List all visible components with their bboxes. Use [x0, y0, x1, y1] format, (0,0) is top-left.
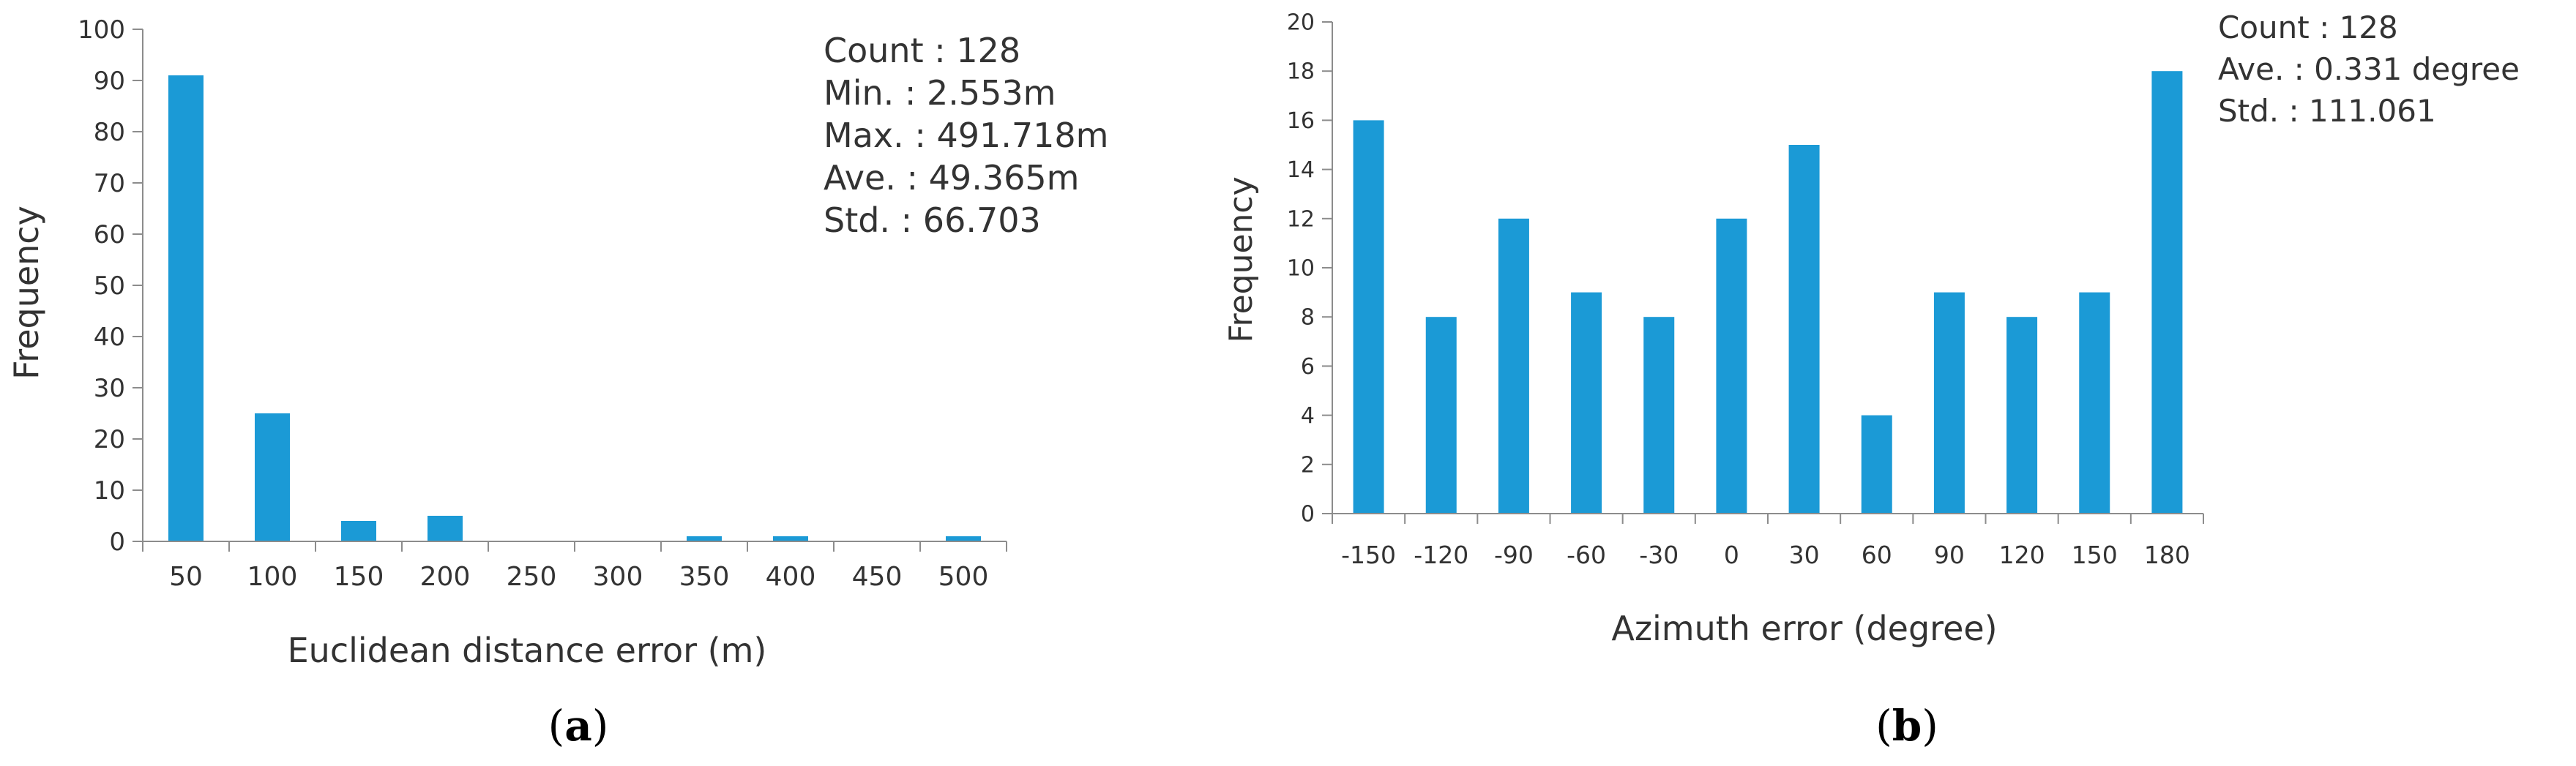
b-bar: [1643, 317, 1675, 514]
a-bar: [773, 536, 808, 541]
b-x-tick-label: 90: [1934, 541, 1965, 569]
b-y-tick-label: 6: [1301, 354, 1315, 380]
b-bar: [1571, 292, 1602, 514]
a-bar: [255, 413, 290, 541]
b-y-tick-label: 0: [1301, 502, 1315, 527]
a-y-axis-label: Frequency: [7, 206, 46, 380]
b-x-tick-label: 30: [1789, 541, 1820, 569]
b-y-tick-label: 8: [1301, 305, 1315, 331]
b-bar: [1788, 145, 1820, 514]
b-y-tick-label: 4: [1301, 403, 1315, 429]
a-x-tick-label: 500: [938, 562, 989, 592]
b-x-tick-label: -150: [1341, 541, 1396, 569]
a-panel-label: (a): [548, 701, 609, 751]
b-y-tick-label: 12: [1287, 206, 1315, 232]
b-y-tick-label: 18: [1287, 59, 1315, 85]
a-stats-line: Count : 128: [824, 31, 1020, 70]
a-bar: [341, 521, 376, 541]
b-y-tick-label: 14: [1287, 157, 1315, 183]
a-y-tick-label: 20: [94, 425, 125, 454]
b-x-tick-label: 180: [2144, 541, 2190, 569]
b-bar: [1353, 120, 1384, 514]
b-x-tick-label: -90: [1494, 541, 1534, 569]
b-bar: [1425, 317, 1457, 514]
b-x-tick-label: 150: [2072, 541, 2118, 569]
a-bar: [428, 516, 463, 541]
b-stats-line: Count : 128: [2218, 10, 2398, 45]
b-x-tick-label: 0: [1724, 541, 1739, 569]
b-x-axis-label: Azimuth error (degree): [1611, 609, 1997, 648]
b-stats-line: Std. : 111.061: [2218, 93, 2436, 129]
b-bar: [1933, 292, 1965, 514]
a-bars: [168, 75, 981, 541]
a-y-tick-label: 80: [94, 118, 125, 147]
b-y-tick-label: 2: [1301, 452, 1315, 478]
b-x-tick-label: -120: [1414, 541, 1468, 569]
a-x-axis-label: Euclidean distance error (m): [288, 631, 767, 670]
b-bar: [1498, 218, 1529, 514]
a-y-axis: 0 10 20 30 40 50 60 70 80 90 100: [78, 15, 143, 557]
chart-a: 0 10 20 30 40 50 60 70 80 90 100 50 100 150 200 250 300…: [7, 15, 1109, 751]
a-y-tick-label: 10: [94, 476, 125, 506]
b-x-tick-label: 60: [1862, 541, 1892, 569]
b-y-tick-label: 20: [1287, 10, 1315, 36]
b-bar: [1861, 415, 1892, 514]
a-y-tick-label: 30: [94, 374, 125, 403]
a-y-tick-label: 90: [94, 67, 125, 96]
b-panel-label: (b): [1875, 701, 1938, 751]
a-x-tick-label: 350: [679, 562, 730, 592]
b-x-tick-label: -60: [1567, 541, 1606, 569]
b-stats-box: Count : 128 Ave. : 0.331 degree Std. : 111…: [2218, 10, 2520, 129]
a-y-tick-label: 100: [78, 15, 125, 45]
a-y-tick-label: 70: [94, 169, 125, 198]
b-y-tick-label: 10: [1287, 256, 1315, 282]
b-stats-line: Ave. : 0.331 degree: [2218, 51, 2520, 87]
a-x-tick-label: 250: [507, 562, 557, 592]
a-bar: [168, 75, 204, 541]
b-bar: [2006, 317, 2038, 514]
b-x-tick-label: -30: [1639, 541, 1679, 569]
b-y-axis: 0 2 4 6 8 10 12 14 16 18 20: [1287, 10, 1333, 527]
b-bar: [2151, 71, 2183, 514]
a-x-tick-label: 150: [334, 562, 384, 592]
b-y-tick-label: 16: [1287, 108, 1315, 134]
a-y-tick-label: 40: [94, 323, 125, 352]
a-x-tick-label: 450: [852, 562, 903, 592]
b-y-axis-label: Frequency: [1222, 176, 1260, 342]
a-y-tick-label: 60: [94, 220, 125, 249]
a-x-tick-label: 50: [169, 562, 203, 592]
b-x-tick-label: 120: [1999, 541, 2045, 569]
a-x-tick-label: 400: [766, 562, 816, 592]
b-bar: [1716, 218, 1747, 514]
b-bar: [2079, 292, 2110, 514]
a-stats-line: Std. : 66.703: [824, 200, 1041, 240]
a-stats-line: Min. : 2.553m: [824, 73, 1056, 113]
a-y-tick-label: 0: [109, 527, 125, 557]
a-stats-line: Ave. : 49.365m: [824, 158, 1079, 198]
a-x-tick-label: 100: [247, 562, 298, 592]
a-x-axis: 50 100 150 200 250 300 350 400 450 500: [142, 541, 1007, 592]
a-bar: [946, 536, 981, 541]
a-bar: [687, 536, 722, 541]
a-x-tick-label: 200: [420, 562, 471, 592]
a-y-tick-label: 50: [94, 271, 125, 301]
a-stats-line: Max. : 491.718m: [824, 116, 1109, 155]
b-x-axis: -150 -120 -90 -60 -30 0 30 60 90 120 150 180: [1332, 513, 2204, 569]
b-bars: [1353, 71, 2183, 514]
a-x-tick-label: 300: [593, 562, 643, 592]
chart-b: 0 2 4 6 8 10 12 14 16 18 20 -150 -120 -90 -60 -30 0 30 60…: [1222, 10, 2520, 751]
